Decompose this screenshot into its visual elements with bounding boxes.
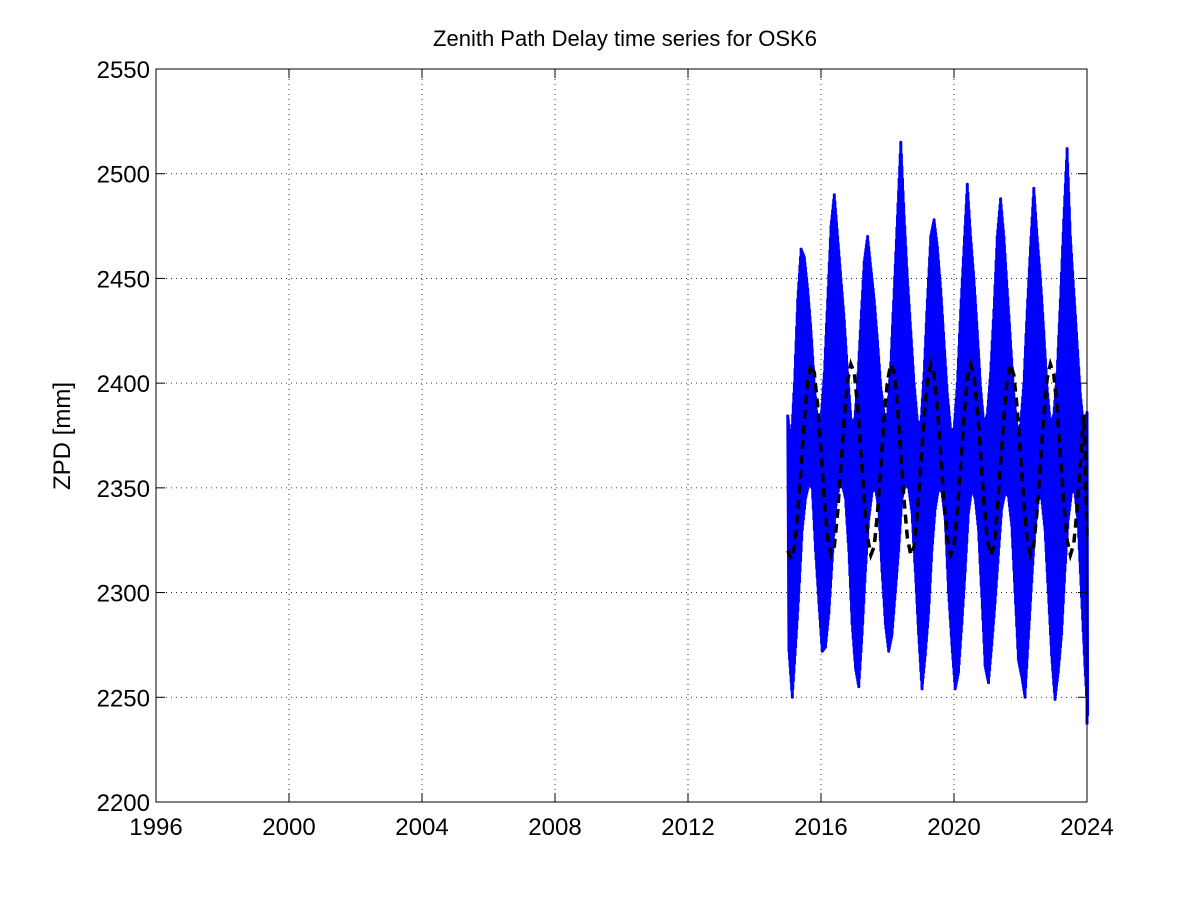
x-tick-label: 2000 [262,814,315,841]
y-tick-label: 2350 [97,476,150,503]
x-tick-label: 2004 [395,814,448,841]
axes-box [155,68,1088,803]
x-tick-label: 1996 [129,814,182,841]
x-tick-label: 2012 [661,814,714,841]
zpd-observed-series [786,140,1090,725]
x-tick-label: 2016 [794,814,847,841]
x-tick-label: 2020 [927,814,980,841]
x-tick-label: 2024 [1060,814,1113,841]
y-tick-label: 2300 [97,581,150,608]
y-axis-label: ZPD [mm] [49,382,76,490]
zpd-model-series [786,357,1089,565]
y-tick-label: 2400 [97,371,150,398]
x-tick-label: 2008 [528,814,581,841]
y-tick-label: 2450 [97,266,150,293]
plot-area [786,140,1090,725]
y-tick-label: 2250 [97,685,150,712]
chart-title: Zenith Path Delay time series for OSK6 [433,26,817,51]
y-tick-label: 2550 [97,57,150,84]
axis-ticks: 1996 2000 2004 2008 2012 2016 2020 2024 2200 2250… [97,57,1114,841]
y-tick-label: 2200 [97,790,150,817]
y-tick-label: 2500 [97,162,150,189]
